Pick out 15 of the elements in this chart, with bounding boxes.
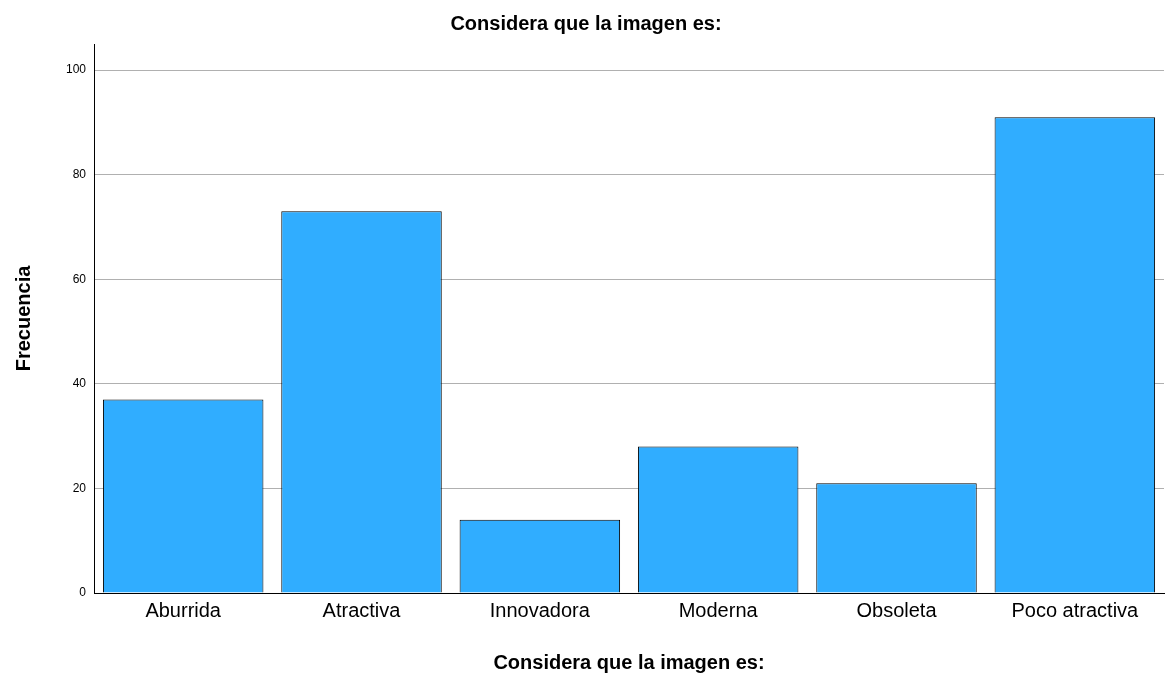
y-tick-label: 0 <box>79 585 87 600</box>
x-tick-label: Innovadora <box>489 598 591 621</box>
y-tick-label: 20 <box>72 480 87 495</box>
x-tick-label: Aburrida <box>145 598 222 621</box>
y-tick-label: 100 <box>65 62 87 77</box>
x-tick-label: Moderna <box>678 598 759 621</box>
y-tick-label: 80 <box>72 167 87 182</box>
x-tick-label: Obsoleta <box>856 598 938 621</box>
x-tick-label: Atractiva <box>322 598 402 621</box>
x-tick-label: Poco atractiva <box>1011 598 1140 621</box>
y-tick-label: 40 <box>72 376 87 391</box>
chart-title: Considera que la imagen es: <box>450 11 722 34</box>
y-axis-title: Frecuencia <box>11 264 34 372</box>
x-axis-title: Considera que la imagen es: <box>493 650 765 673</box>
y-tick-label: 60 <box>72 271 87 286</box>
